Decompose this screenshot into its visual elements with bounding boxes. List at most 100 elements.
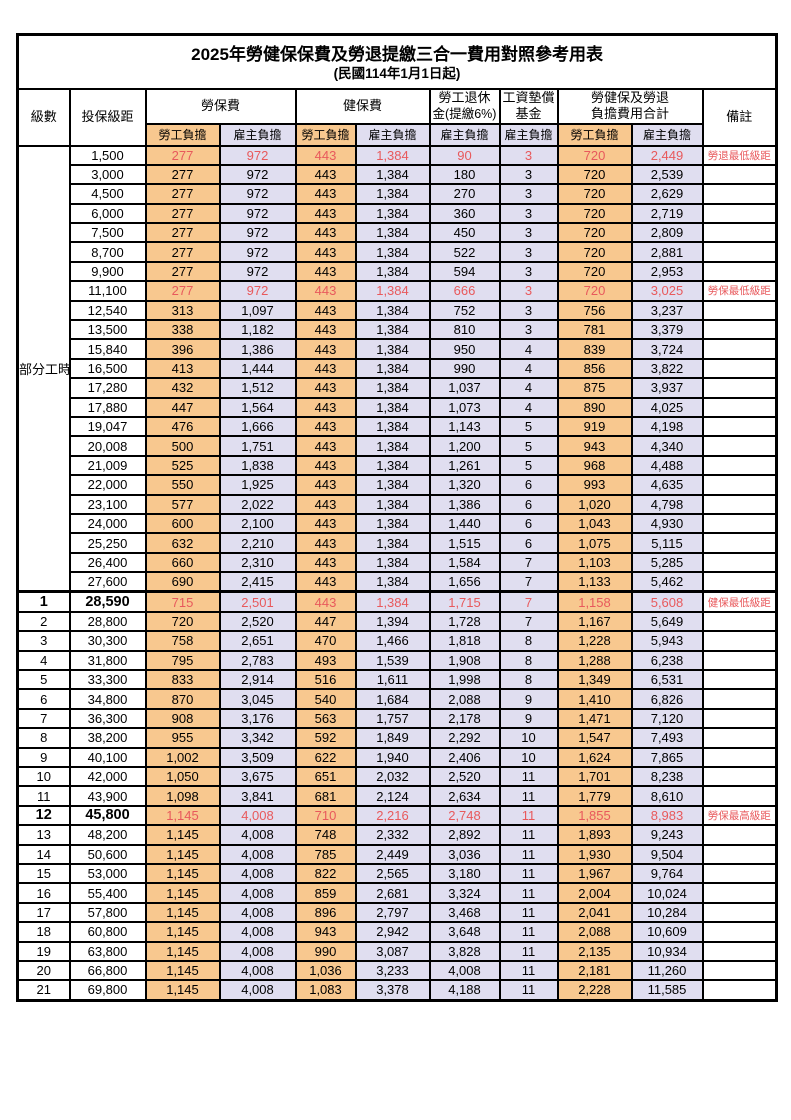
- title-row: 2025年勞健保保費及勞退提繳三合一費用對照參考用表 (民國114年1月1日起): [16, 33, 778, 90]
- table-row: 22,000 550 1,925 443 1,384 1,320 6 993 4,635: [18, 474, 778, 496]
- pension-employer-cell: 752: [428, 299, 501, 322]
- col-header-wage-fund: 工資墊償 基金: [498, 88, 559, 125]
- subheader-labor-ins-employer: 雇主負擔: [218, 122, 297, 147]
- labor-ins-employer-cell: 3,176: [218, 707, 297, 730]
- total-employer-cell: 9,243: [630, 824, 704, 846]
- labor-ins-employee-cell: 525: [144, 454, 221, 477]
- total-employer-cell: 5,943: [630, 630, 704, 652]
- health-ins-employee-cell: 943: [294, 921, 357, 943]
- labor-ins-employee-cell: 313: [144, 299, 221, 322]
- wage-fund-employer-cell: 7: [498, 551, 559, 574]
- pension-employer-cell: 3,324: [428, 882, 501, 904]
- pension-employer-cell: 990: [428, 357, 501, 380]
- pension-header-line2: 金(提繳6%): [432, 106, 497, 121]
- table-row: 24,000 600 2,100 443 1,384 1,440 6 1,043 4,930: [18, 512, 778, 535]
- wage-fund-employer-cell: 3: [498, 222, 559, 244]
- total-employee-cell: 1,288: [556, 649, 633, 672]
- labor-ins-employee-cell: 1,145: [144, 940, 221, 962]
- level-cell: 20: [16, 959, 71, 982]
- remark-cell: [701, 882, 778, 904]
- wage-fund-employer-cell: 11: [498, 959, 559, 982]
- health-ins-employee-cell: 443: [294, 512, 357, 535]
- pension-employer-cell: 3,468: [428, 901, 501, 924]
- bracket-cell: 16,500: [68, 357, 147, 380]
- remark-cell: [701, 163, 778, 186]
- level-cell: 16: [16, 882, 71, 904]
- remark-cell: [701, 824, 778, 846]
- health-ins-employee-cell: 785: [294, 843, 357, 865]
- wage-fund-employer-cell: 11: [498, 901, 559, 924]
- labor-ins-employer-cell: 972: [218, 163, 297, 186]
- bracket-cell: 45,800: [68, 804, 147, 827]
- health-ins-employer-cell: 1,466: [354, 630, 431, 652]
- total-employer-cell: 4,340: [630, 435, 704, 457]
- health-ins-employer-cell: 3,233: [354, 959, 431, 982]
- remark-cell: [701, 454, 778, 477]
- wage-fund-employer-cell: 8: [498, 649, 559, 672]
- remark-cell: [701, 202, 778, 225]
- health-ins-employee-cell: 710: [294, 804, 357, 827]
- table-row: 12,540 313 1,097 443 1,384 752 3 756 3,237: [18, 299, 778, 322]
- health-ins-employee-cell: 443: [294, 318, 357, 341]
- wage-fund-employer-cell: 9: [498, 707, 559, 730]
- labor-ins-employer-cell: 972: [218, 222, 297, 244]
- labor-ins-employee-cell: 1,050: [144, 765, 221, 788]
- labor-ins-employee-cell: 1,145: [144, 862, 221, 885]
- table-row: 9,900 277 972 443 1,384 594 3 720 2,953: [18, 260, 778, 283]
- total-employer-cell: 5,608: [630, 590, 704, 613]
- labor-ins-employee-cell: 1,002: [144, 746, 221, 769]
- table-row: 5 33,300 833 2,914 516 1,611 1,998 8 1,349 6,531: [16, 669, 778, 691]
- remark-cell: [701, 921, 778, 943]
- labor-ins-employer-cell: 4,008: [218, 959, 297, 982]
- labor-ins-employee-cell: 1,145: [144, 979, 221, 1002]
- bracket-cell: 22,000: [68, 474, 147, 496]
- pension-employer-cell: 1,715: [428, 590, 501, 613]
- remark-cell: [701, 959, 778, 982]
- total-employer-cell: 5,285: [630, 551, 704, 574]
- wage-fund-employer-cell: 11: [498, 804, 559, 827]
- total-employee-cell: 2,181: [556, 959, 633, 982]
- total-employee-cell: 875: [556, 377, 633, 399]
- labor-ins-employer-cell: 4,008: [218, 804, 297, 827]
- health-ins-employer-cell: 1,384: [354, 474, 431, 496]
- remark-cell: [701, 707, 778, 730]
- total-header-line1: 勞健保及勞退: [590, 90, 669, 105]
- labor-ins-employee-cell: 277: [144, 144, 221, 166]
- total-employee-cell: 1,701: [556, 765, 633, 788]
- bracket-cell: 34,800: [68, 688, 147, 710]
- table-row: 16,500 413 1,444 443 1,384 990 4 856 3,822: [18, 357, 778, 380]
- labor-ins-employer-cell: 3,342: [218, 727, 297, 749]
- health-ins-employer-cell: 1,757: [354, 707, 431, 730]
- total-employer-cell: 10,024: [630, 882, 704, 904]
- table-row: 19 63,800 1,145 4,008 990 3,087 3,828 11 2,135 10…: [16, 940, 778, 962]
- total-employee-cell: 2,135: [556, 940, 633, 962]
- health-ins-employee-cell: 443: [294, 532, 357, 554]
- total-employer-cell: 7,865: [630, 746, 704, 769]
- health-ins-employer-cell: 1,384: [354, 357, 431, 380]
- level-cell: 1: [16, 590, 71, 613]
- labor-ins-employee-cell: 447: [144, 396, 221, 418]
- labor-ins-employer-cell: 2,520: [218, 610, 297, 633]
- total-employee-cell: 1,855: [556, 804, 633, 827]
- total-employee-cell: 720: [556, 241, 633, 263]
- total-employee-cell: 1,075: [556, 532, 633, 554]
- wage-fund-employer-cell: 3: [498, 280, 559, 302]
- remark-cell: [701, 571, 778, 593]
- remark-cell: [701, 435, 778, 457]
- health-ins-employer-cell: 2,216: [354, 804, 431, 827]
- total-employee-cell: 968: [556, 454, 633, 477]
- labor-ins-employer-cell: 1,666: [218, 415, 297, 438]
- health-ins-employee-cell: 748: [294, 824, 357, 846]
- table-row: 17,280 432 1,512 443 1,384 1,037 4 875 3,937: [18, 377, 778, 399]
- labor-ins-employee-cell: 476: [144, 415, 221, 438]
- labor-ins-employee-cell: 715: [144, 590, 221, 613]
- pension-employer-cell: 2,406: [428, 746, 501, 769]
- table-row: 26,400 660 2,310 443 1,384 1,584 7 1,103 5,285: [18, 551, 778, 574]
- pension-employer-cell: 270: [428, 183, 501, 205]
- wage-fund-employer-cell: 3: [498, 183, 559, 205]
- health-ins-employer-cell: 2,449: [354, 843, 431, 865]
- total-employer-cell: 4,635: [630, 474, 704, 496]
- total-employer-cell: 2,449: [630, 144, 704, 166]
- wage-fund-employer-cell: 7: [498, 571, 559, 593]
